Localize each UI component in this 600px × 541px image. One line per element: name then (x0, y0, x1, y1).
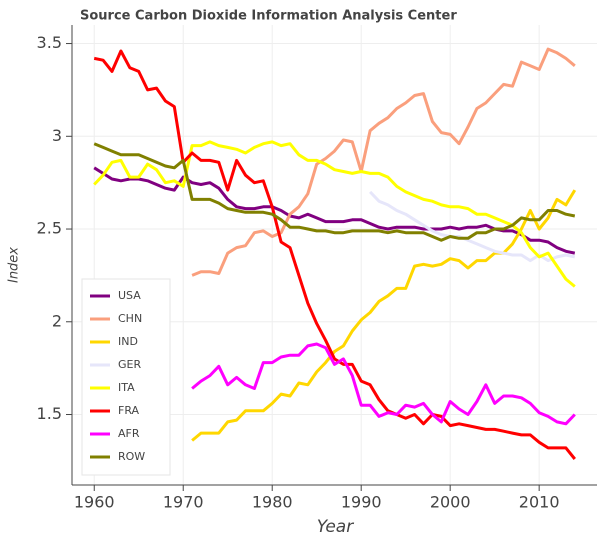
y-tick-label: 2.5 (37, 219, 62, 238)
legend-label: USA (118, 289, 141, 302)
legend-label: ROW (118, 450, 145, 463)
legend-box (81, 278, 171, 476)
legend-label: GER (118, 358, 141, 371)
y-tick-label: 1.5 (37, 404, 62, 423)
x-tick-label: 2010 (519, 493, 560, 512)
x-tick-label: 1960 (74, 493, 115, 512)
series-line (191, 342, 576, 426)
series-line (191, 47, 576, 277)
series-line (93, 140, 576, 288)
x-tick-label: 1980 (252, 493, 293, 512)
y-tick-label: 2 (52, 311, 62, 330)
legend-label: FRA (118, 404, 140, 417)
x-tick-label: 2000 (430, 493, 471, 512)
legend-label: IND (118, 335, 138, 348)
chart-title: Source Carbon Dioxide Information Analys… (80, 9, 457, 24)
series-line (93, 142, 576, 242)
y-tick-label: 3.5 (37, 33, 62, 52)
x-tick-label: 1970 (163, 493, 204, 512)
y-tick-label: 3 (52, 126, 62, 145)
x-axis-label: Year (317, 517, 354, 537)
series-line (93, 49, 576, 460)
legend-label: ITA (118, 381, 135, 394)
series-line (93, 166, 576, 255)
legend-label: CHN (118, 312, 142, 325)
series-line (191, 189, 577, 442)
y-axis-label: Index (7, 247, 22, 283)
x-tick-label: 1990 (341, 493, 382, 512)
legend-label: AFR (118, 427, 140, 440)
